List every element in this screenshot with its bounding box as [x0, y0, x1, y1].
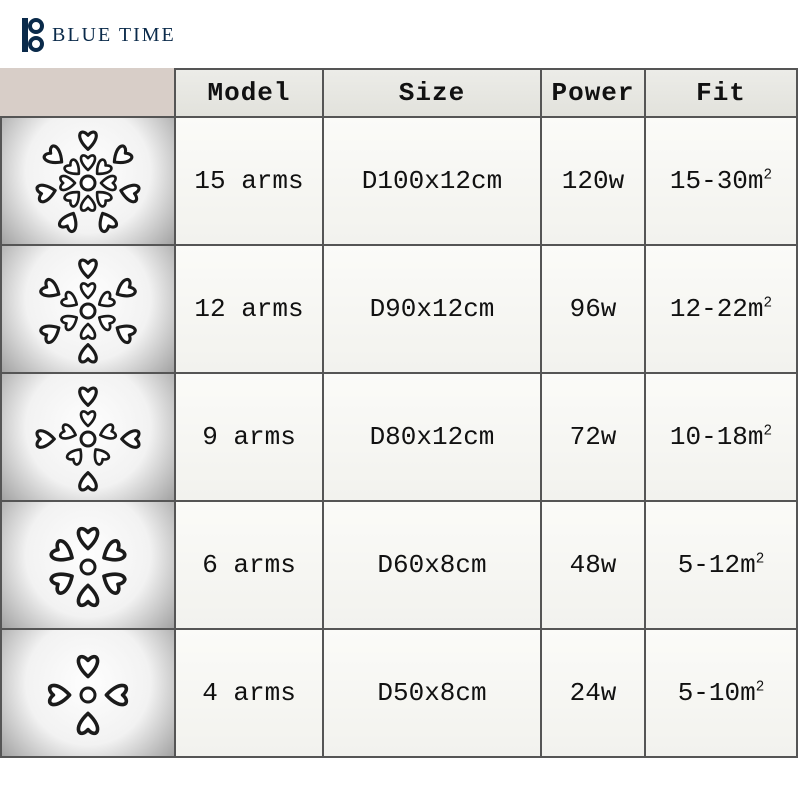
col-header-image [1, 69, 175, 117]
cell-power: 72w [541, 373, 645, 501]
product-thumb [2, 246, 174, 372]
page-root: { "brand": { "name": "BLUE TIME", "accen… [0, 0, 800, 800]
table-row: 15 armsD100x12cm120w15-30m2 [1, 117, 797, 245]
cell-image [1, 245, 175, 373]
brand-icon [22, 18, 42, 52]
brand-logo: BLUE TIME [22, 18, 176, 52]
cell-model: 9 arms [175, 373, 323, 501]
cell-model: 4 arms [175, 629, 323, 757]
cell-size: D50x8cm [323, 629, 541, 757]
fit-value: 5-10 [678, 678, 740, 708]
cell-power: 120w [541, 117, 645, 245]
fit-value: 10-18 [670, 422, 748, 452]
fit-unit: m2 [740, 550, 764, 580]
brand-text: BLUE TIME [52, 24, 176, 47]
col-header-model: Model [175, 69, 323, 117]
cell-image [1, 117, 175, 245]
fit-value: 12-22 [670, 294, 748, 324]
fit-value: 15-30 [670, 166, 748, 196]
table-row: 12 armsD90x12cm96w12-22m2 [1, 245, 797, 373]
fit-unit: m2 [748, 294, 772, 324]
cell-image [1, 501, 175, 629]
cell-power: 48w [541, 501, 645, 629]
cell-model: 12 arms [175, 245, 323, 373]
table-row: 9 armsD80x12cm72w10-18m2 [1, 373, 797, 501]
cell-image [1, 629, 175, 757]
col-header-size: Size [323, 69, 541, 117]
cell-fit: 5-10m2 [645, 629, 797, 757]
fit-unit: m2 [748, 422, 772, 452]
spec-table: Model Size Power Fit [0, 68, 798, 758]
cell-fit: 5-12m2 [645, 501, 797, 629]
cell-fit: 12-22m2 [645, 245, 797, 373]
table-row: 4 armsD50x8cm24w5-10m2 [1, 629, 797, 757]
product-thumb [2, 374, 174, 500]
cell-fit: 10-18m2 [645, 373, 797, 501]
product-thumb [2, 502, 174, 628]
cell-power: 96w [541, 245, 645, 373]
cell-power: 24w [541, 629, 645, 757]
cell-image [1, 373, 175, 501]
cell-model: 15 arms [175, 117, 323, 245]
fit-value: 5-12 [678, 550, 740, 580]
product-thumb [2, 118, 174, 244]
cell-size: D80x12cm [323, 373, 541, 501]
table-row: 6 armsD60x8cm48w5-12m2 [1, 501, 797, 629]
fit-unit: m2 [748, 166, 772, 196]
cell-size: D60x8cm [323, 501, 541, 629]
product-thumb [2, 630, 174, 756]
cell-size: D90x12cm [323, 245, 541, 373]
cell-size: D100x12cm [323, 117, 541, 245]
col-header-fit: Fit [645, 69, 797, 117]
table-header-row: Model Size Power Fit [1, 69, 797, 117]
cell-fit: 15-30m2 [645, 117, 797, 245]
cell-model: 6 arms [175, 501, 323, 629]
spec-table-wrap: Model Size Power Fit [0, 68, 796, 758]
fit-unit: m2 [740, 678, 764, 708]
col-header-power: Power [541, 69, 645, 117]
